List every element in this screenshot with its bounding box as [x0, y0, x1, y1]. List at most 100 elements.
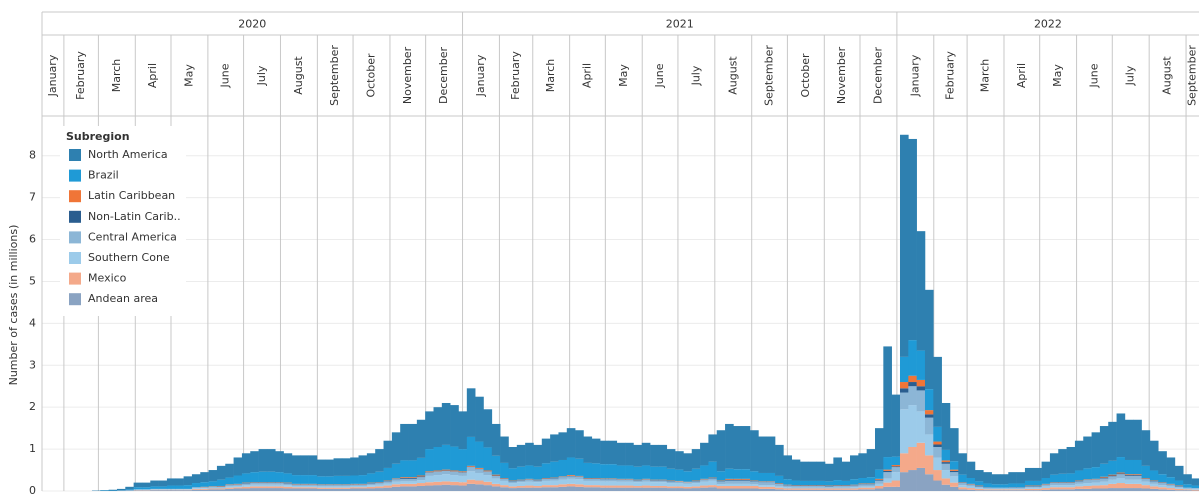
bar-segment: [891, 394, 901, 457]
bar-segment: [508, 446, 518, 469]
bar-segment: [1191, 478, 1199, 486]
legend-label: Andean area: [88, 292, 158, 305]
bar-segment: [933, 480, 942, 491]
month-label: October: [365, 53, 378, 97]
bar-segment: [966, 486, 976, 489]
bar-segment: [591, 485, 601, 488]
bar-segment: [416, 480, 426, 484]
bar-segment: [1024, 480, 1034, 486]
bar-segment: [516, 487, 526, 491]
bar-segment: [783, 455, 792, 480]
bar-segment: [1041, 461, 1051, 479]
bar-segment: [883, 482, 892, 487]
bar-segment: [375, 471, 384, 483]
bar-segment: [941, 462, 951, 464]
y-tick-label: 0: [29, 484, 36, 496]
bar-segment: [625, 485, 634, 488]
bar-segment: [583, 480, 593, 486]
legend-label: Central America: [88, 230, 177, 243]
bar-segment: [225, 486, 234, 488]
bar-segment: [999, 487, 1009, 489]
bar-segment: [650, 480, 659, 483]
bar-segment: [658, 482, 668, 486]
bar-segment: [250, 451, 259, 473]
bar-segment: [974, 487, 984, 489]
bar-segment: [750, 484, 759, 486]
bar-segment: [883, 346, 892, 458]
bar-segment: [441, 474, 451, 482]
bar-segment: [300, 484, 309, 486]
bar-segment: [1083, 480, 1092, 484]
bar-segment: [825, 487, 834, 489]
bar-segment: [1149, 470, 1159, 481]
bar-segment: [425, 482, 434, 486]
bar-segment: [383, 440, 393, 468]
bar-segment: [983, 472, 992, 484]
bar-segment: [666, 481, 676, 484]
bar-segment: [491, 474, 501, 476]
month-label: April: [1015, 63, 1028, 88]
bar-segment: [108, 489, 118, 491]
bar-segment: [800, 480, 809, 486]
bar-segment: [341, 486, 351, 488]
bar-segment: [491, 475, 501, 479]
bar-segment: [758, 472, 768, 482]
bar-segment: [200, 472, 209, 483]
bar-segment: [983, 487, 992, 489]
bar-segment: [275, 483, 284, 485]
bar-segment: [375, 488, 384, 491]
bar-segment: [991, 489, 1001, 491]
bar-segment: [891, 472, 901, 481]
bar-segment: [350, 457, 359, 476]
bar-segment: [1124, 475, 1134, 476]
bar-segment: [458, 485, 468, 491]
bar-segment: [258, 484, 268, 487]
bar-segment: [1141, 481, 1151, 486]
legend-label: Southern Cone: [88, 251, 170, 264]
bar-segment: [441, 444, 451, 470]
bar-segment: [466, 436, 476, 466]
bar-segment: [733, 488, 743, 491]
bar-segment: [1141, 430, 1151, 466]
bar-segment: [516, 466, 526, 480]
bar-segment: [1116, 478, 1126, 484]
bar-segment: [641, 442, 651, 466]
bar-segment: [675, 483, 684, 487]
bar-segment: [675, 486, 684, 489]
legend-swatch: [69, 293, 81, 306]
bar-segment: [983, 488, 992, 490]
bar-segment: [1049, 474, 1059, 483]
bar-segment: [675, 488, 684, 491]
legend-title: Subregion: [66, 130, 130, 143]
bar-segment: [475, 480, 484, 485]
bar-segment: [383, 487, 393, 491]
bar-segment: [516, 482, 526, 486]
bar-segment: [566, 486, 576, 491]
bar-segment: [716, 471, 726, 481]
bar-segment: [858, 487, 867, 490]
bar-segment: [566, 428, 576, 458]
bar-segment: [441, 484, 451, 491]
month-label: July: [1124, 65, 1137, 86]
bar-segment: [633, 444, 643, 467]
bar-segment: [433, 471, 443, 476]
bar-segment: [1124, 474, 1134, 476]
bar-segment: [250, 484, 259, 487]
bar-segment: [1008, 488, 1017, 490]
bar-segment: [1166, 489, 1176, 491]
bar-segment: [1099, 477, 1109, 479]
month-label: March: [110, 59, 123, 93]
bar-segment: [1174, 486, 1184, 488]
bar-segment: [600, 440, 609, 465]
bar-segment: [1133, 475, 1142, 480]
bar-segment: [216, 489, 226, 491]
bar-segment: [175, 485, 184, 489]
bar-segment: [1074, 470, 1084, 481]
bar-segment: [275, 472, 284, 483]
bar-segment: [591, 438, 601, 464]
y-tick-label: 3: [29, 358, 36, 371]
bar-segment: [716, 485, 726, 489]
bar-segment: [1074, 440, 1084, 471]
bar-segment: [508, 481, 518, 484]
bar-segment: [933, 426, 942, 442]
